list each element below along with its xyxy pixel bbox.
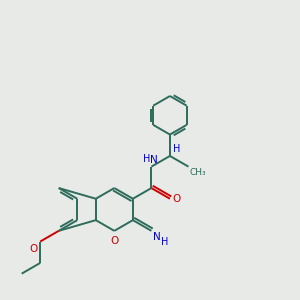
- Text: H: H: [143, 154, 151, 164]
- Text: N: N: [150, 155, 158, 165]
- Text: CH₃: CH₃: [190, 168, 207, 177]
- Text: O: O: [111, 236, 119, 246]
- Text: H: H: [161, 237, 169, 247]
- Text: N: N: [153, 232, 160, 242]
- Text: O: O: [30, 244, 38, 254]
- Text: H: H: [173, 145, 180, 154]
- Text: O: O: [172, 194, 181, 204]
